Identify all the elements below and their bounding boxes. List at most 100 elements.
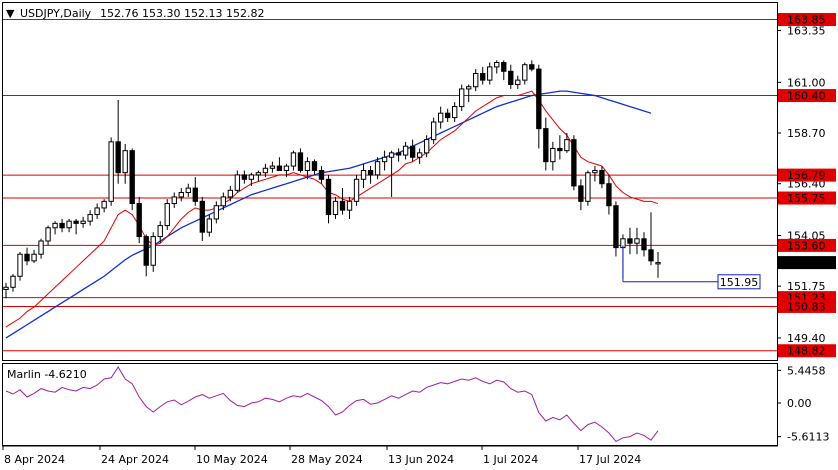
candle-body xyxy=(641,238,647,251)
candle xyxy=(178,188,184,202)
level-label-text: 163.85 xyxy=(787,14,826,27)
candle xyxy=(269,161,276,173)
candle-body xyxy=(416,152,423,158)
level-label-bg xyxy=(778,13,836,27)
candle-body xyxy=(164,203,170,227)
candle-body xyxy=(501,62,507,72)
candle xyxy=(543,117,549,171)
red-moving-average-line xyxy=(5,90,659,328)
candle-body xyxy=(522,64,528,81)
candle xyxy=(304,157,311,180)
candle xyxy=(430,117,437,145)
candle xyxy=(416,148,423,164)
candle xyxy=(459,84,465,111)
candle xyxy=(199,196,205,241)
menu-triangle-icon[interactable]: ▼ xyxy=(6,7,15,20)
candle-body xyxy=(24,253,30,262)
candle xyxy=(157,221,163,244)
candle-body xyxy=(122,150,128,174)
candle-body xyxy=(332,200,339,216)
candle-body xyxy=(73,220,79,224)
candle-body xyxy=(564,139,570,152)
candle-body xyxy=(45,227,51,242)
candle xyxy=(655,252,661,278)
candle xyxy=(66,218,72,233)
candle xyxy=(367,166,374,184)
candle xyxy=(220,192,227,211)
candle-body xyxy=(157,225,163,238)
candle-body xyxy=(234,174,241,191)
candle xyxy=(627,227,633,255)
level-label-bg xyxy=(778,168,836,182)
candle xyxy=(578,179,584,211)
candle-body xyxy=(430,121,437,141)
candle xyxy=(283,163,290,178)
candle-body xyxy=(381,156,388,163)
moving-averages xyxy=(5,90,659,339)
candle xyxy=(409,139,416,162)
level-label-text: 160.40 xyxy=(787,90,826,103)
candle xyxy=(10,274,16,292)
candle xyxy=(171,192,177,208)
candle xyxy=(613,201,619,257)
level-label-bg xyxy=(778,344,836,358)
candle xyxy=(31,249,37,264)
candle xyxy=(241,170,248,184)
candle-body xyxy=(578,185,584,202)
candle xyxy=(59,218,65,233)
candle-body xyxy=(515,79,521,86)
candle xyxy=(480,66,486,85)
candle xyxy=(297,148,304,173)
candle xyxy=(522,62,528,85)
candle xyxy=(87,210,93,226)
candles xyxy=(3,60,661,299)
level-label-text: 150.83 xyxy=(787,300,826,313)
candle-body xyxy=(31,253,37,262)
candle xyxy=(395,148,402,162)
annotation-value: 151.95 xyxy=(720,276,759,289)
candle-body xyxy=(192,187,198,202)
candle xyxy=(3,282,9,299)
candle-body xyxy=(423,139,430,154)
candle-body xyxy=(613,205,619,249)
time-axis: 8 Apr 2024 24 Apr 2024 10 May 2024 28 May 2… xyxy=(2,446,641,466)
candle-body xyxy=(269,165,276,169)
candle xyxy=(536,64,542,149)
candle-body xyxy=(627,238,633,244)
candle xyxy=(606,174,612,215)
candle-body xyxy=(297,152,304,171)
candle-body xyxy=(571,139,577,187)
candle-body xyxy=(59,222,65,229)
candle xyxy=(508,64,514,89)
candle xyxy=(564,133,570,153)
indicator-line xyxy=(5,366,659,443)
candle xyxy=(423,135,430,158)
candle-body xyxy=(220,196,227,207)
candle-body xyxy=(508,70,514,86)
candle xyxy=(648,212,654,266)
candle-body xyxy=(585,172,591,202)
level-labels: 163.85160.40156.79155.75153.60151.23150.… xyxy=(778,13,836,358)
candle xyxy=(571,135,577,191)
candle-body xyxy=(150,236,156,266)
time-tick-label: 8 Apr 2024 xyxy=(4,453,65,466)
price-tick-label: 163.35 xyxy=(787,25,826,38)
candle-body xyxy=(353,178,360,202)
indicator-axis: 5.4458 0.00 -5.6113 xyxy=(777,364,829,444)
candle xyxy=(445,108,451,122)
level-label-bg xyxy=(778,238,836,252)
candle-body xyxy=(557,147,563,152)
candle-body xyxy=(367,169,374,176)
candle xyxy=(381,150,388,171)
indicator-tick-label: -5.6113 xyxy=(787,431,829,444)
candle-body xyxy=(402,145,409,156)
candle-body xyxy=(648,249,654,262)
candle-body xyxy=(480,73,486,81)
indicator-label: Marlin -4.6210 xyxy=(7,368,87,381)
candle-body xyxy=(360,169,367,180)
price-tick-label: 161.00 xyxy=(787,76,826,89)
candle xyxy=(52,221,58,235)
level-label-bg xyxy=(778,299,836,313)
candle xyxy=(213,201,219,224)
